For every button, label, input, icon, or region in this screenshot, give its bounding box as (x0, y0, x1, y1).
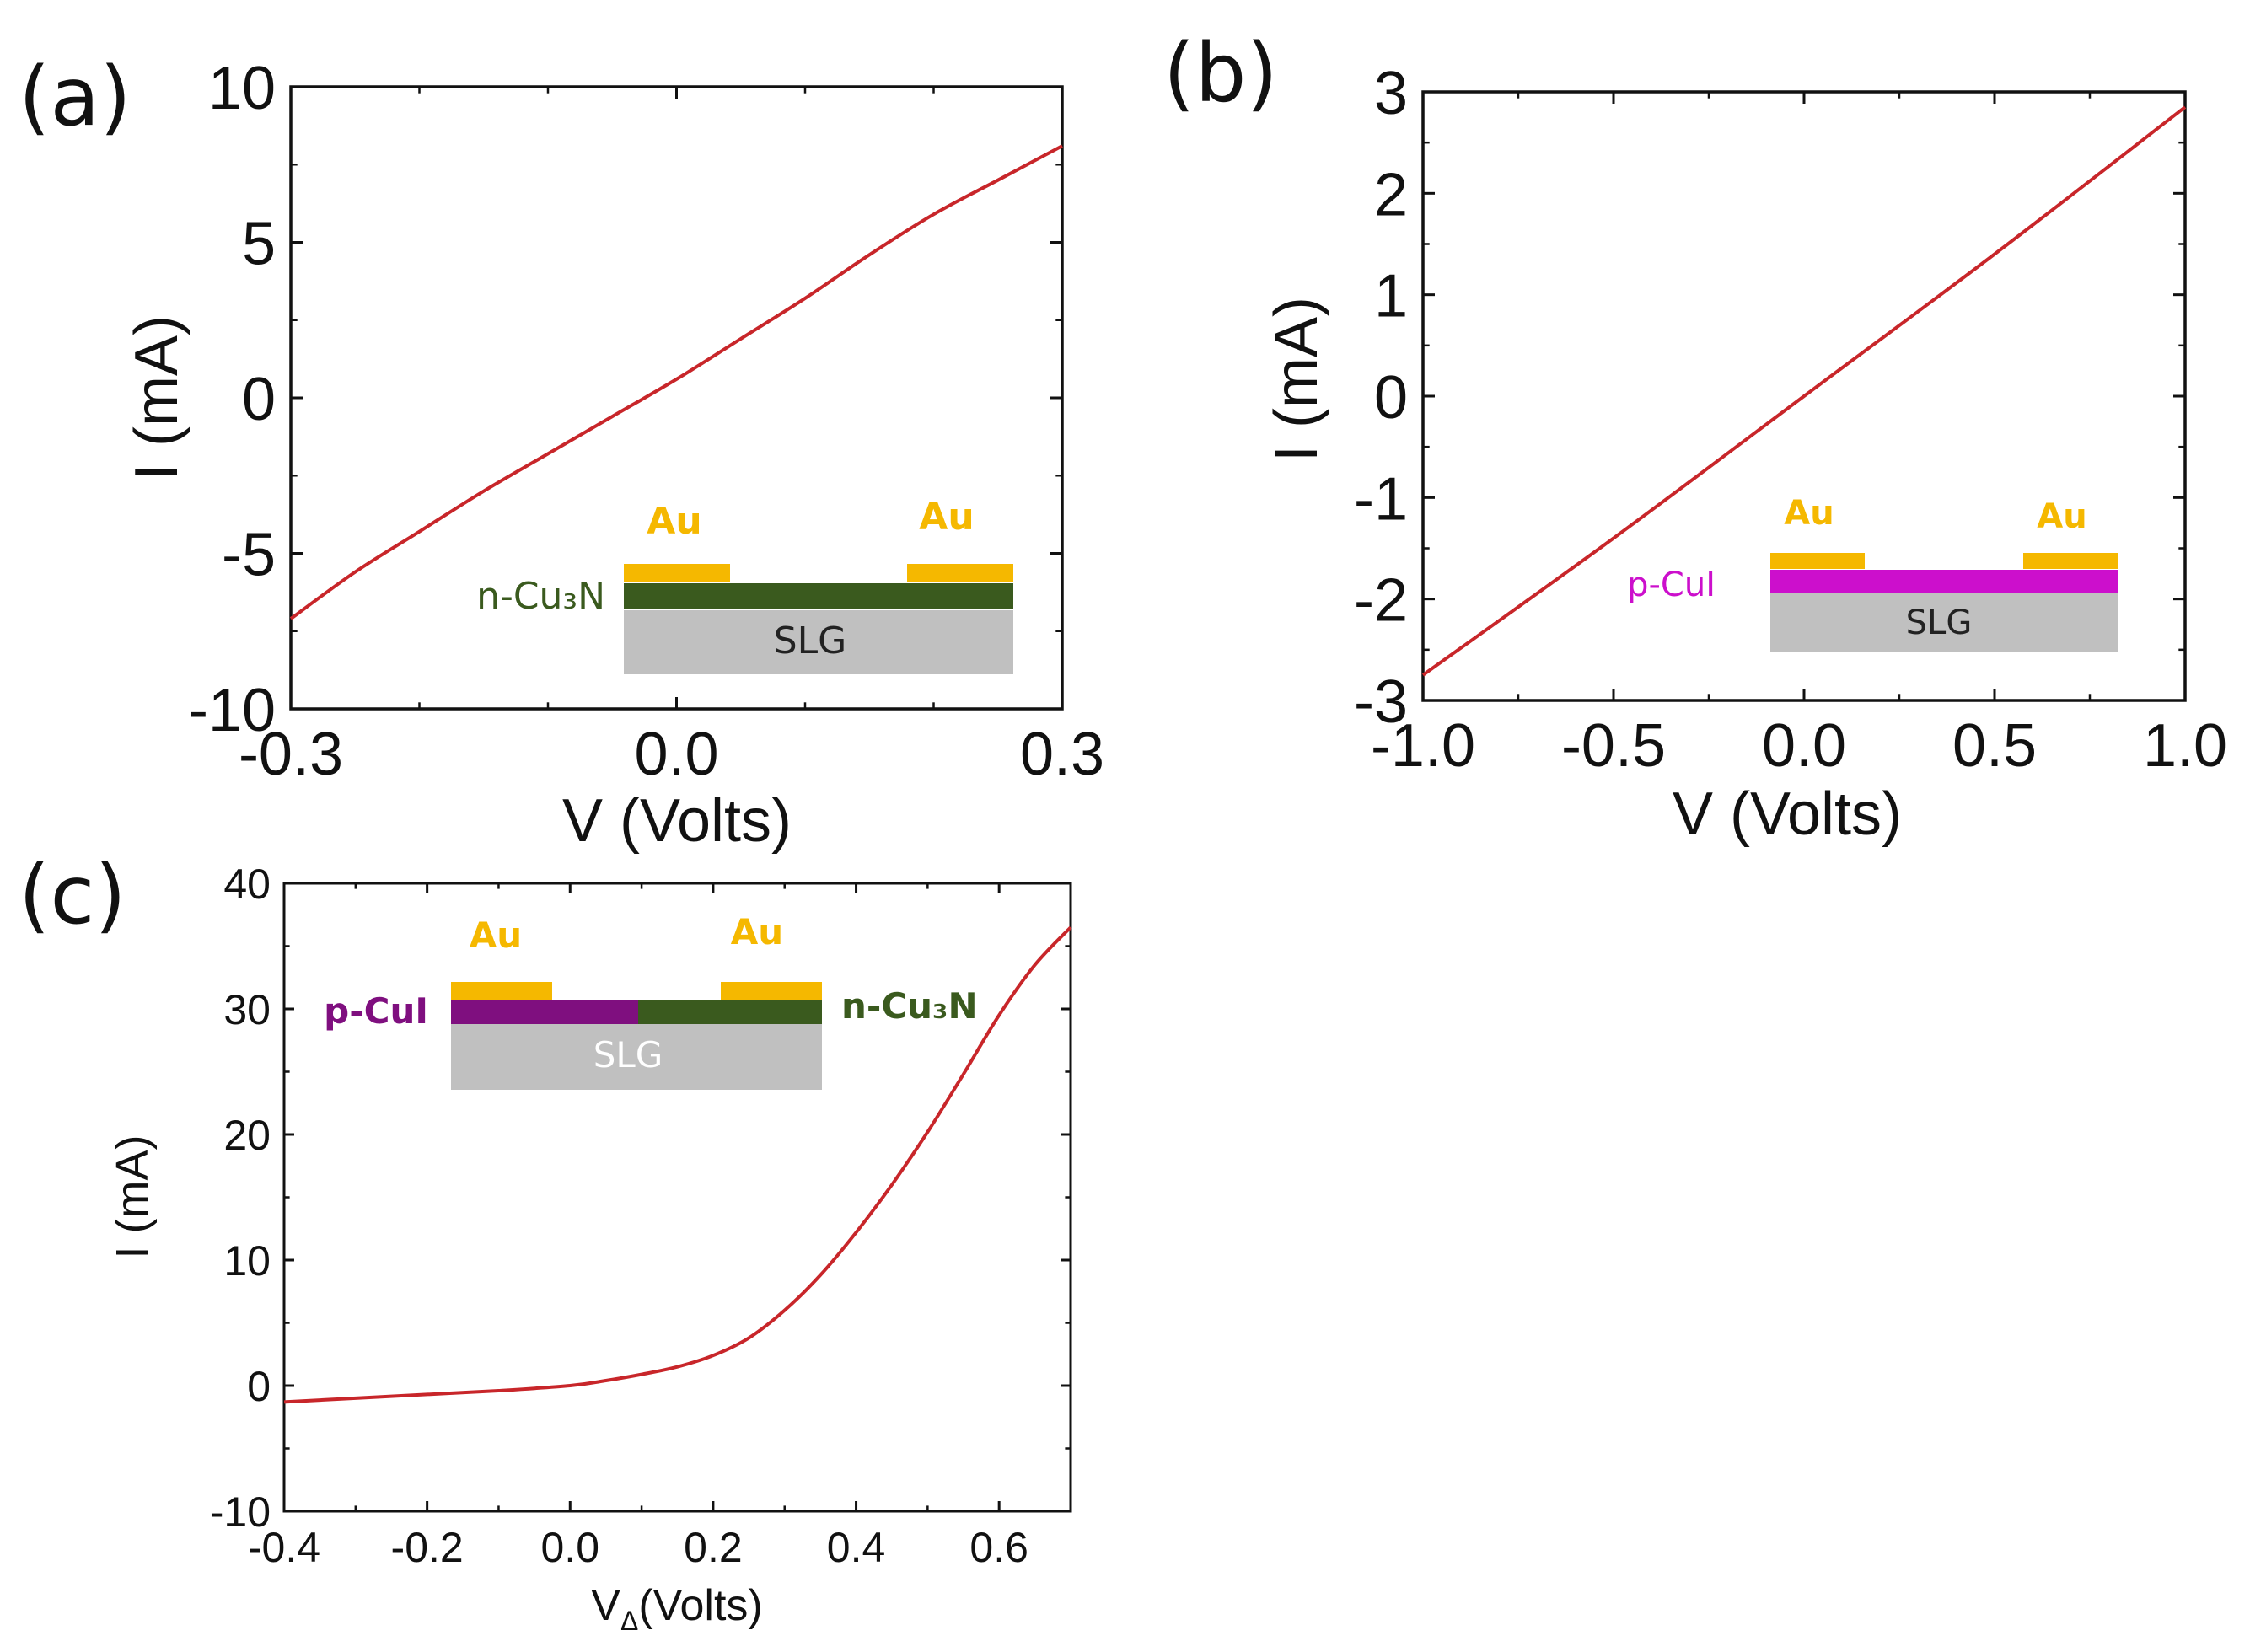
panel-b-substrate-label: SLG (1906, 603, 1973, 642)
panel-c-iv-curve (283, 925, 1072, 1404)
panel-a-y-axis-title: I (mA) (123, 315, 191, 480)
panel-a-inset-device: Au Au n-Cu₃N SLG (476, 496, 1013, 674)
c-ytick-label: 0 (247, 1363, 271, 1410)
panel-c-au-label-left: Au (470, 914, 522, 956)
panel-a: (a) -10 -5 0 5 10 -0.3 0.0 0.3 V (Volts) I (mA… (19, 50, 1104, 855)
panel-c-xtick-labels: -0.4 -0.2 0.0 0.2 0.4 0.6 (248, 1524, 1028, 1571)
a-xtick-label: 0.0 (634, 721, 718, 788)
panel-a-iv-curve (289, 144, 1063, 620)
panel-c-substrate-label: SLG (593, 1034, 663, 1075)
panel-a-au-label-left: Au (647, 500, 701, 543)
b-ytick-label: -1 (1354, 465, 1408, 533)
panel-a-ytick-labels: -10 -5 0 5 10 (188, 55, 276, 744)
panel-c-x-axis-title: VΔ(Volts) (591, 1581, 762, 1636)
b-xtick-label: 0.5 (1952, 712, 2037, 780)
panel-c-cui-layer (451, 1000, 638, 1024)
panel-c-plot-frame (282, 882, 1072, 1513)
panel-b-slg-substrate (1770, 593, 2118, 652)
panel-a-layer-label: n-Cu₃N (476, 575, 605, 618)
panel-a-au-contact-right (907, 564, 1013, 582)
c-xtick-label: -0.2 (391, 1524, 464, 1571)
b-ytick-label: -3 (1354, 668, 1408, 736)
c-ytick-label: -10 (210, 1488, 271, 1536)
panel-c-inset-device: Au Au p-CuI n-Cu₃N SLG (324, 911, 978, 1090)
panel-c-x-axis-main: V (591, 1581, 620, 1630)
panel-c-slg-substrate (451, 1024, 822, 1090)
panel-c: (c) -10 0 10 20 30 40 -0.4 -0.2 0.0 0.2 0.4 0.6 VΔ… (19, 848, 1072, 1636)
panel-b-xtick-labels: -1.0 -0.5 0.0 0.5 1.0 (1371, 712, 2227, 780)
panel-c-layer-label-left: p-CuI (324, 990, 428, 1032)
panel-a-substrate-label: SLG (774, 620, 847, 662)
panel-a-label: (a) (19, 50, 132, 144)
panel-a-cu3n-layer (624, 583, 1013, 609)
panel-c-au-contact-left (451, 982, 552, 1000)
c-xtick-label: -0.4 (248, 1524, 320, 1571)
c-ytick-label: 10 (223, 1237, 271, 1285)
panel-b-au-label-right: Au (2037, 497, 2086, 536)
a-ytick-label: 0 (242, 366, 276, 433)
c-ytick-label: 40 (223, 861, 271, 908)
panel-c-label: (c) (19, 848, 126, 942)
c-xtick-label: 0.4 (827, 1524, 886, 1571)
a-ytick-label: 10 (208, 55, 276, 122)
b-ytick-label: -2 (1354, 567, 1408, 635)
panel-b-ytick-labels: -3 -2 -1 0 1 2 3 (1354, 60, 1408, 736)
panel-c-y-axis-title: I (mA) (107, 1135, 158, 1259)
panel-a-slg-substrate (624, 610, 1013, 674)
c-xtick-label: 0.2 (684, 1524, 743, 1571)
b-ytick-label: 0 (1374, 364, 1408, 432)
panel-a-au-label-right: Au (919, 496, 974, 539)
panel-b-au-contact-right (2023, 553, 2118, 569)
b-xtick-label: 1.0 (2143, 712, 2227, 780)
panel-c-ticks (282, 882, 1071, 1513)
panel-b-layer-label: p-CuI (1627, 566, 1716, 604)
panel-a-x-axis-title: V (Volts) (562, 787, 792, 855)
panel-b-au-label-left: Au (1784, 494, 1834, 533)
panel-b-x-axis-title: V (Volts) (1673, 780, 1902, 848)
c-ytick-label: 20 (223, 1112, 271, 1159)
panel-c-x-axis-rest: (Volts) (638, 1581, 762, 1630)
b-xtick-label: -0.5 (1561, 712, 1666, 780)
b-xtick-label: 0.0 (1762, 712, 1846, 780)
b-ytick-label: 3 (1374, 60, 1408, 127)
panel-b-label: (b) (1163, 26, 1278, 121)
panel-c-x-axis-sub: Δ (620, 1606, 638, 1636)
b-ytick-label: 1 (1374, 263, 1408, 330)
a-xtick-label: 0.3 (1020, 721, 1104, 788)
b-xtick-label: -1.0 (1371, 712, 1475, 780)
panel-b-cui-layer (1770, 570, 2118, 593)
a-ytick-label: -10 (188, 677, 276, 744)
panel-c-ytick-labels: -10 0 10 20 30 40 (210, 861, 271, 1536)
c-ytick-label: 30 (223, 986, 271, 1033)
panel-c-cu3n-layer (638, 1000, 822, 1024)
panel-b-inset-device: Au Au p-CuI SLG (1627, 494, 2118, 652)
panel-b-ticks (1421, 90, 2187, 702)
c-xtick-label: 0.6 (969, 1524, 1028, 1571)
panel-c-layer-label-right: n-Cu₃N (841, 985, 978, 1027)
panel-a-xtick-labels: -0.3 0.0 0.3 (239, 721, 1104, 788)
panel-a-ticks (289, 85, 1064, 711)
a-xtick-label: -0.3 (239, 721, 343, 788)
panel-c-au-contact-right (721, 982, 822, 1000)
panel-b-au-contact-left (1770, 553, 1865, 569)
panel-b: (b) -3 -2 -1 0 1 2 3 -1.0 -0.5 0.0 0.5 1.0 V (Volt… (1163, 26, 2227, 848)
c-xtick-label: 0.0 (541, 1524, 600, 1571)
a-ytick-label: 5 (242, 210, 276, 277)
panel-a-au-contact-left (624, 564, 730, 582)
panel-c-au-label-right: Au (731, 911, 783, 952)
b-ytick-label: 2 (1374, 161, 1408, 228)
panel-b-y-axis-title: I (mA) (1263, 297, 1330, 462)
a-ytick-label: -5 (222, 521, 276, 588)
panel-b-iv-curve (1421, 105, 2187, 677)
